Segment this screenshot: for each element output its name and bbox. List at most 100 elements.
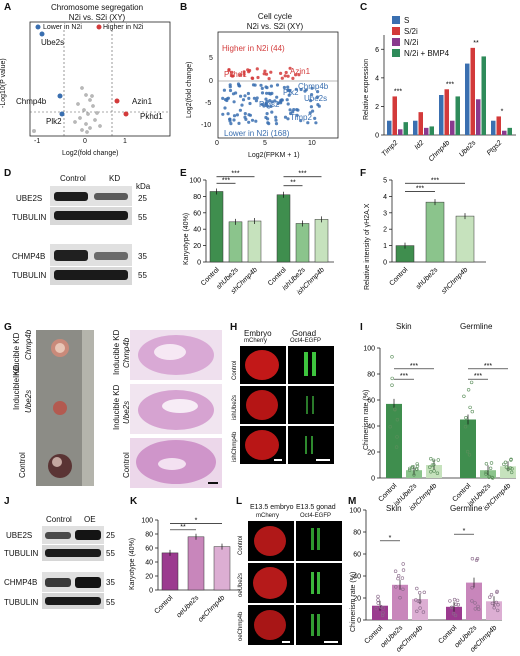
lower-point	[221, 112, 225, 116]
panel-c-sig-label: ***	[446, 81, 454, 88]
lower-point	[276, 101, 280, 106]
panel-i-sig-1: ***	[400, 373, 408, 380]
lower-point	[306, 121, 310, 125]
panel-i-dot	[429, 470, 433, 474]
panel-c-bar-Ube2s-N/2i	[476, 99, 481, 135]
panel-i-dot	[463, 425, 468, 429]
panel-m-dot	[379, 604, 383, 609]
lower-point	[310, 86, 314, 90]
panel-letter-d: D	[4, 168, 12, 179]
panel-i-dot	[489, 461, 494, 465]
lower-point	[309, 105, 313, 109]
panel-m-dot	[470, 599, 474, 603]
lower-point	[232, 114, 237, 118]
panel-b-ytick-1: 5	[209, 55, 213, 62]
lower-point	[299, 119, 303, 123]
panel-c-bar-Ptgs2-N/2i	[502, 130, 507, 135]
panel-m-dot	[496, 602, 500, 607]
lower-point	[229, 122, 233, 126]
panel-l-col-embryo: E13.5 embryo	[250, 504, 294, 511]
panel-m-dot	[401, 587, 405, 591]
panel-c-legend-entry: S	[392, 16, 409, 25]
panel-i-dot	[435, 471, 440, 475]
panel-i-dot	[394, 445, 399, 449]
lower-point	[285, 98, 289, 102]
panel-e-tick-label: 40	[193, 227, 201, 234]
panel-i-dot	[395, 435, 399, 439]
panel-j-col-control: Control	[46, 515, 72, 524]
panel-d-kda-25: 25	[138, 194, 147, 203]
higher-point	[288, 66, 292, 70]
higher-point	[255, 67, 259, 71]
panel-m-dot	[489, 592, 494, 597]
panel-k-tick-label: 20	[145, 574, 153, 581]
panel-c-tick-label: 4	[375, 75, 379, 82]
panel-m-dot	[451, 611, 456, 616]
panel-j-row-ube2s: UBE2S	[6, 531, 33, 540]
panel-i-tick-label: 80	[367, 372, 375, 379]
higher-point	[242, 72, 246, 76]
panel-i-dot	[488, 466, 493, 470]
lower-point	[275, 95, 279, 99]
panel-letter-e: E	[180, 168, 187, 179]
panel-j-kda-35: 35	[106, 578, 115, 587]
panel-e-sig-1: ***	[222, 177, 230, 184]
lower-point	[280, 98, 284, 102]
panel-b-ytick-4: -10	[201, 122, 212, 129]
panel-b-higher-label: Higher in N2i (44)	[222, 44, 285, 53]
panel-m-dot	[393, 569, 398, 573]
panel-c-bar-Timp2-S	[387, 120, 392, 135]
lower-point	[226, 112, 230, 116]
panel-c-legend-label: S/2i	[404, 27, 418, 36]
lower-point	[247, 96, 251, 100]
panel-i-dot	[469, 380, 474, 385]
lower-point	[315, 95, 320, 99]
panel-i-dot	[415, 464, 420, 468]
lower-point	[250, 118, 255, 122]
panel-i-bar-Control	[386, 403, 402, 478]
higher-point	[269, 70, 273, 74]
higher-point	[280, 76, 284, 80]
panel-letter-j: J	[4, 496, 10, 507]
panel-c-bar-Chmp4b-N/2i	[450, 120, 455, 135]
lower-point	[270, 100, 274, 104]
panel-i-dot	[415, 462, 419, 466]
panel-a-xtick-1: -1	[34, 138, 41, 145]
lower-point	[314, 121, 318, 125]
panel-m-tick-label: 20	[353, 596, 361, 603]
panel-f-sig-2: ***	[431, 177, 439, 184]
panel-i-dot	[415, 467, 419, 472]
panel-m-tick-label: 80	[353, 530, 361, 537]
lower-point	[221, 96, 225, 100]
panel-letter-b: B	[180, 2, 188, 13]
panel-c-bar-Ube2s-N/2i + BMP4	[481, 56, 486, 135]
panel-b-subtitle: N2i vs. S2i (XY)	[246, 22, 304, 31]
panel-m-dot	[490, 601, 495, 606]
panel-h-col-gonad: Gonad	[292, 329, 317, 338]
panel-i-dot	[436, 458, 440, 462]
panel-b-xtick-3: 10	[308, 140, 316, 147]
panel-i-dot	[414, 467, 419, 471]
higher-point	[227, 68, 231, 72]
panel-e-tick-label: 60	[193, 210, 201, 217]
panel-j-kda-55a: 55	[106, 549, 115, 558]
panel-c-bar-Ube2s-S/2i	[470, 47, 475, 135]
lower-point	[223, 106, 227, 110]
panel-b-gene-ube2s: Ube2s	[304, 94, 328, 103]
lower-point	[282, 85, 286, 90]
panel-letter-c: C	[360, 2, 368, 13]
panel-m-dot	[488, 595, 492, 599]
lower-point	[316, 90, 320, 94]
panel-m-dot	[374, 606, 378, 611]
lower-point	[247, 113, 251, 117]
lower-point	[311, 109, 315, 113]
panel-m-group-skin: Skin	[386, 504, 402, 513]
lower-point	[292, 108, 296, 112]
higher-point	[294, 73, 298, 77]
panel-i-bar-ishChmp4b	[500, 466, 516, 478]
panel-k-tick-label: 80	[145, 532, 153, 539]
